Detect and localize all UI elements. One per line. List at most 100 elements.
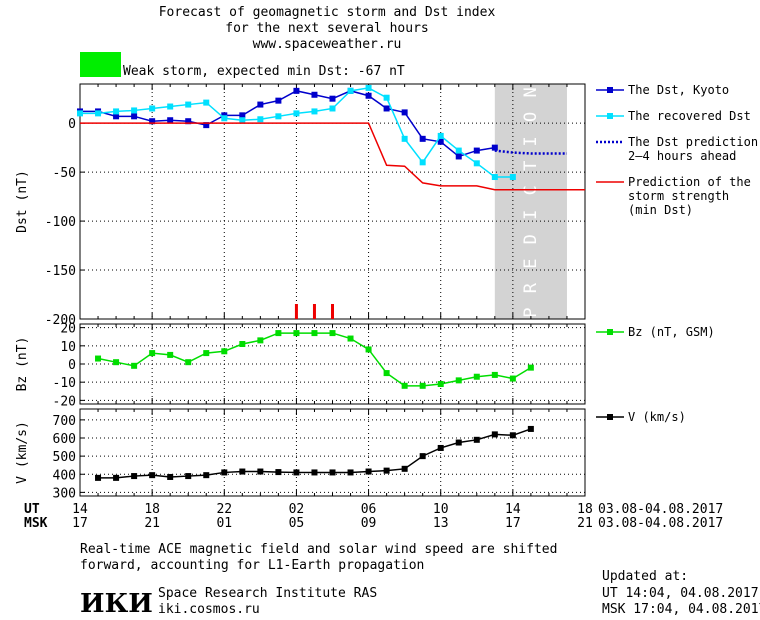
series-point (491, 371, 498, 378)
series-point (293, 110, 300, 117)
y-tick-label: -10 (53, 376, 76, 391)
legend-label: Prediction of the (628, 175, 751, 189)
series-point (473, 147, 480, 154)
series-point (329, 105, 336, 112)
msk-dates: 03.08-04.08.2017 (598, 516, 723, 531)
series-point (293, 469, 300, 476)
series-point (203, 122, 210, 129)
series-point (221, 115, 228, 122)
legend-label: The recovered Dst (628, 109, 751, 123)
series-point (347, 87, 354, 94)
legend-label: (min Dst) (628, 203, 693, 217)
series-point (365, 92, 372, 99)
y-tick-label: -100 (45, 215, 76, 230)
ut-tick-label: 14 (505, 502, 521, 517)
updated-label: Updated at: (602, 569, 688, 584)
ut-tick-label: 22 (216, 502, 232, 517)
series-point (329, 469, 336, 476)
y-tick-label: 0 (68, 117, 76, 132)
series-point (437, 138, 444, 145)
y-tick-label: 400 (53, 468, 76, 483)
msk-tick-label: 21 (577, 516, 593, 531)
series-point (293, 87, 300, 94)
ut-tick-label: 02 (289, 502, 305, 517)
series-point (275, 113, 282, 120)
series-point (185, 473, 192, 480)
y-tick-label: 500 (53, 450, 76, 465)
legend-label: The Dst prediction (628, 135, 758, 149)
y-axis-label: Dst (nT) (15, 170, 30, 233)
series-point (113, 359, 120, 366)
series-point (527, 364, 534, 371)
series-point (239, 112, 246, 119)
legend-marker (607, 113, 613, 119)
series-point (383, 105, 390, 112)
series-point (257, 101, 264, 108)
series-point (437, 132, 444, 139)
series-point (149, 350, 156, 357)
storm-indicator (80, 52, 121, 77)
ut-tick-label: 14 (72, 502, 88, 517)
series-point (365, 468, 372, 475)
series-line (494, 149, 567, 155)
series-point (329, 330, 336, 337)
title-line2: for the next several hours (225, 21, 429, 36)
series-point (131, 107, 138, 114)
bz-panel: 20 10 0 -10 -20 Bz (nT) Bz (nT, GSM) (15, 322, 715, 410)
footer-note-line2: forward, accounting for L1-Earth propaga… (80, 558, 424, 573)
series-line (80, 122, 585, 191)
series-point (383, 467, 390, 474)
updated-msk: MSK 17:04, 04.08.2017 (602, 602, 760, 617)
y-tick-label: 600 (53, 432, 76, 447)
series-point (311, 330, 318, 337)
y-tick-label: 10 (60, 340, 76, 355)
series-point (167, 117, 174, 124)
series-point (455, 147, 462, 154)
institute-site[interactable]: iki.cosmos.ru (158, 602, 260, 617)
series-point (203, 350, 210, 357)
series-point (347, 469, 354, 476)
series-point (257, 468, 264, 475)
series-point (383, 94, 390, 101)
storm-status: Weak storm, expected min Dst: -67 nT (123, 64, 405, 79)
legend-marker (607, 414, 613, 420)
legend-label: Bz (nT, GSM) (628, 325, 715, 339)
series-line (80, 90, 495, 158)
y-tick-label: -150 (45, 264, 76, 279)
legend-marker (607, 87, 613, 93)
series-point (257, 116, 264, 123)
series-point (365, 84, 372, 91)
series-point (419, 159, 426, 166)
updated-ut: UT 14:04, 04.08.2017 (602, 586, 759, 601)
msk-tick-label: 01 (216, 516, 232, 531)
msk-tick-label: 09 (361, 516, 377, 531)
y-tick-label: -50 (53, 166, 76, 181)
series-point (437, 381, 444, 387)
series-point (275, 330, 282, 337)
msk-tick-label: 05 (289, 516, 305, 531)
series-point (203, 99, 210, 106)
series-point (149, 105, 156, 112)
series-point (113, 474, 120, 481)
series-point (77, 110, 83, 117)
series-point (509, 174, 516, 181)
series-point (473, 160, 480, 167)
ut-tick-label: 06 (361, 502, 377, 517)
series-point (491, 431, 498, 438)
series-point (311, 91, 318, 98)
series-point (455, 153, 462, 160)
series-point (473, 373, 480, 380)
msk-tick-label: 21 (144, 516, 160, 531)
series-point (419, 453, 426, 460)
y-tick-label: -20 (53, 394, 76, 409)
series-point (401, 109, 408, 116)
series-point (149, 118, 156, 125)
series-point (113, 108, 120, 115)
series-point (95, 474, 102, 481)
series-point (491, 144, 498, 151)
msk-tick-label: 13 (433, 516, 449, 531)
panel-frame (79, 408, 586, 497)
y-tick-label: 700 (53, 414, 76, 429)
series-point (527, 425, 534, 432)
title-line1: Forecast of geomagnetic storm and Dst in… (159, 5, 496, 20)
